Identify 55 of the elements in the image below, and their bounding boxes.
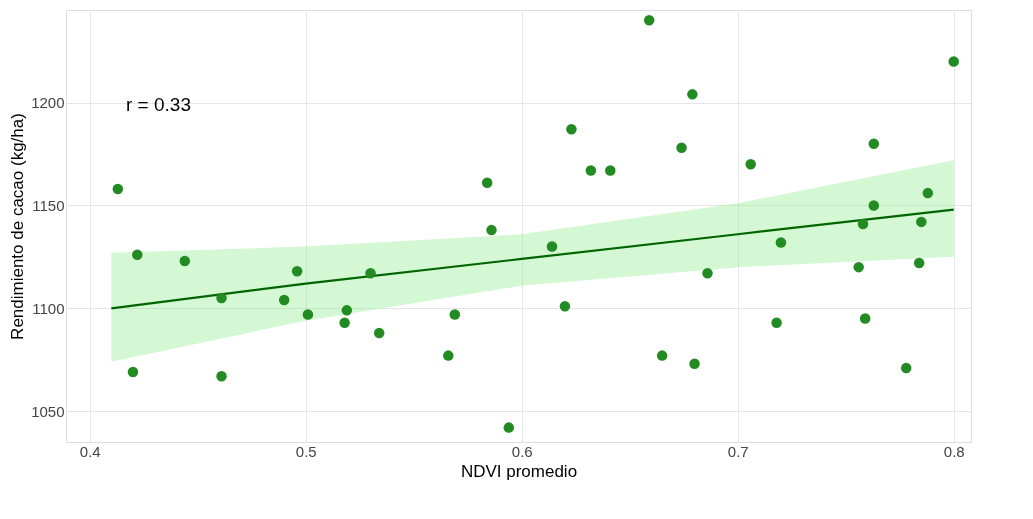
point [503, 422, 515, 433]
point [302, 309, 314, 320]
point [112, 183, 124, 195]
point [853, 261, 864, 273]
point [179, 255, 191, 267]
y-tick-label: 1050 [31, 402, 65, 420]
point [486, 224, 497, 236]
point [373, 327, 385, 339]
point [900, 362, 912, 374]
point [132, 249, 143, 261]
point [916, 216, 927, 228]
x-tick-label: 0.6 [511, 442, 533, 460]
point [127, 366, 139, 378]
point [948, 56, 959, 67]
point [676, 142, 687, 154]
line-series [110, 208, 955, 310]
x-tick-label: 0.7 [727, 442, 749, 460]
point [216, 292, 227, 304]
point [443, 350, 454, 361]
point [559, 300, 571, 312]
point [365, 268, 376, 279]
x-axis-title: NDVI promedio [460, 461, 578, 481]
point [341, 305, 353, 316]
point [291, 266, 303, 277]
x-tick-label: 0.8 [943, 442, 965, 460]
point [449, 309, 461, 320]
point [859, 313, 871, 324]
point [643, 15, 655, 26]
point [566, 124, 577, 135]
y-tick-label: 1150 [32, 196, 65, 214]
point [585, 165, 597, 176]
point [687, 89, 698, 100]
point [546, 241, 558, 252]
y-tick-label: 1200 [31, 94, 65, 112]
point [775, 237, 787, 248]
point [702, 268, 713, 279]
point [605, 165, 616, 176]
y-tick-label: 1100 [32, 299, 65, 317]
annotation: r = 0.33 [126, 94, 191, 115]
point [689, 358, 700, 370]
point [868, 200, 880, 211]
y-axis-title: Rendimiento de cacao (kg/ha) [8, 113, 28, 340]
point [339, 317, 350, 328]
point [278, 294, 290, 306]
x-tick-label: 0.5 [295, 442, 317, 460]
point [216, 370, 227, 382]
point [913, 257, 925, 269]
point [922, 187, 934, 199]
x-tick-label: 0.4 [79, 442, 101, 460]
point [868, 138, 880, 149]
point [771, 317, 782, 328]
point [656, 350, 668, 361]
point [857, 218, 869, 230]
point [745, 159, 756, 170]
point [481, 177, 493, 189]
